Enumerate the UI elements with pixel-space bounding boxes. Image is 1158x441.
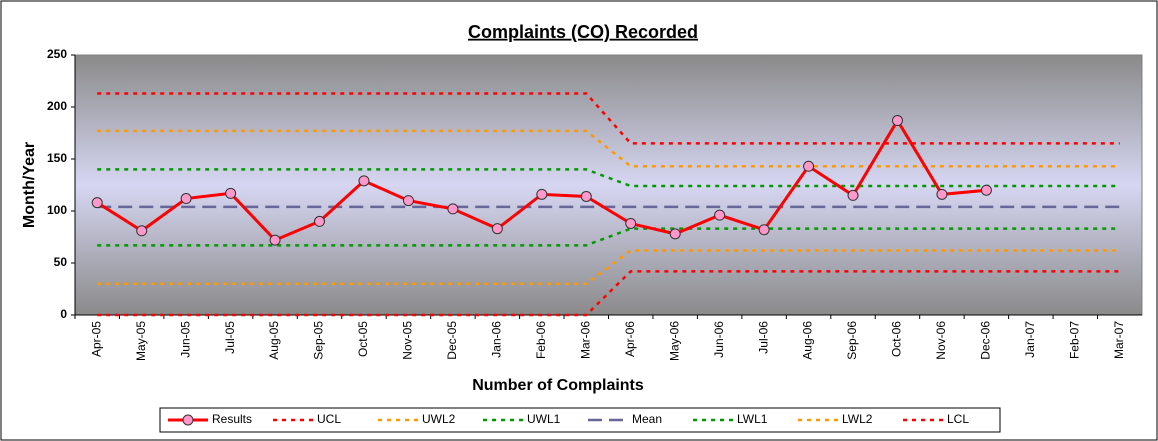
x-tick-label: Jun-05 [178, 321, 192, 358]
y-tick-label: 250 [47, 47, 67, 61]
x-tick-label: Aug-06 [801, 321, 815, 360]
x-tick-label: Nov-05 [401, 321, 415, 360]
data-point [669, 228, 681, 240]
y-tick-label: 100 [47, 203, 67, 217]
data-point [625, 217, 637, 229]
x-tick-label: Aug-05 [267, 321, 281, 360]
series-line [97, 249, 1120, 286]
data-point [447, 203, 459, 215]
x-tick-label: Mar-06 [578, 321, 592, 359]
data-point [980, 184, 992, 196]
data-point [891, 115, 903, 127]
data-point [714, 209, 726, 221]
x-tick-label: Sep-05 [312, 321, 326, 360]
data-point [358, 175, 370, 187]
data-point [536, 188, 548, 200]
legend-label: UWL2 [422, 412, 456, 426]
data-point [314, 215, 326, 227]
x-tick-label: Mar-07 [1112, 321, 1126, 359]
data-point [803, 160, 815, 172]
legend-label: UCL [317, 412, 341, 426]
data-point [91, 197, 103, 209]
x-tick-label: Jan-06 [490, 321, 504, 358]
x-tick-label: Jul-06 [756, 321, 770, 354]
x-tick-label: Feb-07 [1067, 321, 1081, 359]
legend-label: LCL [947, 412, 969, 426]
y-tick-label: 50 [54, 255, 68, 269]
x-tick-label: May-05 [134, 321, 148, 361]
series-line [97, 227, 1120, 247]
y-tick-label: 200 [47, 99, 67, 113]
x-tick-label: May-06 [667, 321, 681, 361]
legend-label: UWL1 [527, 412, 561, 426]
data-point [269, 234, 281, 246]
data-point [580, 190, 592, 202]
chart-title: Complaints (CO) Recorded [468, 22, 698, 42]
x-tick-label: Jan-07 [1023, 321, 1037, 358]
data-point [402, 195, 414, 207]
x-tick-label: Apr-05 [89, 321, 103, 357]
x-tick-label: Jul-05 [223, 321, 237, 354]
series-line [97, 92, 1120, 145]
x-tick-label: Dec-06 [979, 321, 993, 360]
x-tick-label: Jun-06 [712, 321, 726, 358]
x-tick-label: Sep-06 [845, 321, 859, 360]
legend-label: LWL2 [842, 412, 873, 426]
data-point [758, 224, 770, 236]
legend-label: Mean [632, 412, 662, 426]
data-point [936, 188, 948, 200]
data-point [491, 223, 503, 235]
y-axis-label: Month/Year [21, 142, 38, 228]
series-line [97, 129, 1120, 168]
data-point [225, 187, 237, 199]
legend-label: LWL1 [737, 412, 768, 426]
data-point [180, 193, 192, 205]
legend-label: Results [212, 412, 252, 426]
data-point [847, 189, 859, 201]
x-tick-label: Apr-06 [623, 321, 637, 357]
x-tick-label: Oct-05 [356, 321, 370, 357]
y-tick-label: 150 [47, 151, 67, 165]
series-line [97, 168, 1120, 188]
legend-marker [182, 414, 194, 426]
x-tick-label: Oct-06 [890, 321, 904, 357]
data-point [136, 225, 148, 237]
x-axis-label: Number of Complaints [472, 377, 644, 394]
x-tick-label: Nov-06 [934, 321, 948, 360]
x-tick-label: Feb-06 [534, 321, 548, 359]
y-tick-label: 0 [60, 307, 67, 321]
x-tick-label: Dec-05 [445, 321, 459, 360]
